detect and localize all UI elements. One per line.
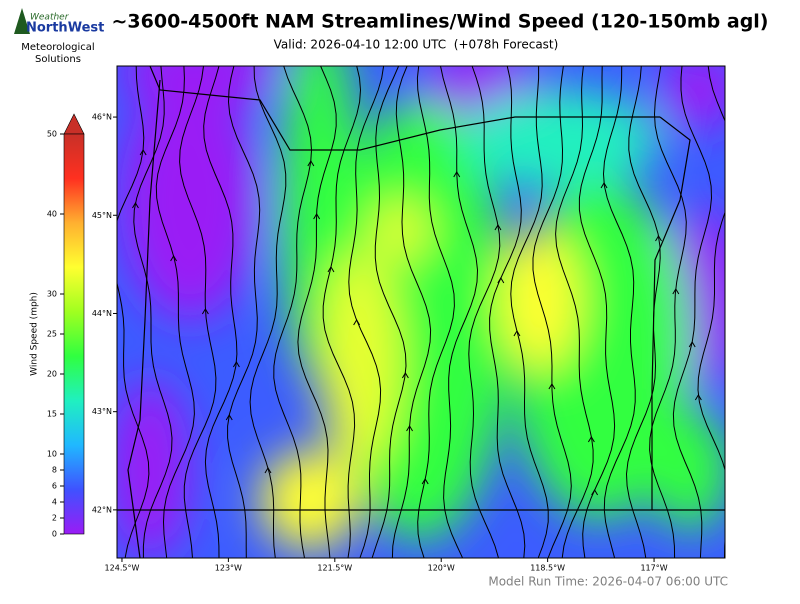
logo-sub-box: Meteorological Solutions [21,42,95,65]
streamline-arrow [307,160,315,167]
lon-tick-label: 117°W [640,564,667,573]
lon-tick-label: 124.5°W [105,564,140,573]
streamline-arrow [497,277,505,284]
streamline [155,66,195,558]
subtitle: Valid: 2026-04-10 12:00 UTC (+078h Forec… [274,38,559,52]
colorbar-tick-label: 2 [52,514,57,523]
colorbar-tick-label: 8 [52,466,57,475]
colorbar-tick-label: 20 [47,370,57,379]
streamline-arrow [353,319,361,326]
coastline [127,79,161,558]
streamline-arrow [494,224,502,231]
colorbar-tick-label: 10 [47,450,57,459]
streamline-arrow [688,341,696,348]
streamlines [117,66,725,558]
streamline [602,66,636,558]
logo-sub: Meteorological Solutions [21,42,95,65]
logo-top: Weather [30,13,70,23]
streamline-arrow [694,394,702,401]
streamline-arrow [600,182,608,189]
columbia-river [149,66,660,151]
lat-tick-label: 46°N [92,113,112,122]
lat-tick-label: 45°N [92,211,112,220]
lon-tick-label: 121.5°W [317,564,352,573]
streamline [416,66,455,558]
colorbar-tick-label: 4 [52,498,57,507]
streamline-arrow [453,171,461,178]
colorbar-tick-label: 6 [52,482,57,491]
streamline [133,66,173,558]
lat-tick-label: 44°N [92,309,112,318]
streamline [391,66,432,558]
run-time: Model Run Time: 2026-04-07 06:00 UTC [488,575,728,589]
streamline-arrow [139,149,147,156]
map-frame [116,65,726,559]
streamline-arrow [170,255,178,262]
colorbar-tick-label: 40 [47,210,57,219]
lat-tick-label: 42°N [92,505,112,514]
lon-tick-label: 123°W [215,564,242,573]
tree-icon [14,8,30,34]
colorbar-tick-label: 0 [52,530,57,539]
borders [117,66,725,558]
logo-main: NorthWest [26,21,104,36]
streamline [489,66,526,558]
streamline-arrow [406,425,413,432]
logo: Weather NorthWest Meteorological Solutio… [14,8,104,65]
streamline-arrow [655,235,662,242]
lon-tick-label: 120°W [428,564,455,573]
streamline-arrow [327,266,335,273]
streamline-arrow [225,414,233,421]
wind-field [117,66,725,558]
streamline [371,66,407,558]
streamline [697,66,725,558]
streamline-arrow [421,478,429,485]
lon-tick-label: 118.5°W [530,564,565,573]
streamline-arrow [587,436,595,443]
streamline [510,66,549,558]
streamline [227,66,261,558]
streamline [532,66,572,558]
streamline-arrow [591,489,599,496]
streamline [649,66,687,558]
streamline [555,66,594,558]
streamline [179,66,217,558]
streamline-arrow [232,361,240,368]
streamline [249,66,287,558]
colorbar-extend [63,113,85,135]
colorbar-tick-label: 15 [47,410,57,419]
streamline-arrow [401,372,409,379]
title: ~3600-4500ft NAM Streamlines/Wind Speed … [112,11,769,33]
streamline-arrow [264,467,272,474]
streamline-arrow [672,288,680,295]
streamline [440,66,479,558]
colorbar-tick-label: 50 [47,130,57,139]
streamline [468,66,501,558]
colorbar [63,133,85,535]
colorbar-tick-label: 25 [47,330,57,339]
streamline-arrow [132,202,139,209]
streamline [203,66,238,558]
state-border-east [651,116,691,510]
streamline-arrow [313,213,321,220]
streamline [578,66,616,558]
colorbar-label: Wind Speed (mph) [30,292,40,376]
lat-tick-label: 43°N [92,407,112,416]
streamline-arrow [513,330,521,337]
streamline-arrow [548,383,556,390]
colorbar-tick-label: 30 [47,290,57,299]
streamline-arrow [201,308,209,315]
streamline [672,66,713,558]
